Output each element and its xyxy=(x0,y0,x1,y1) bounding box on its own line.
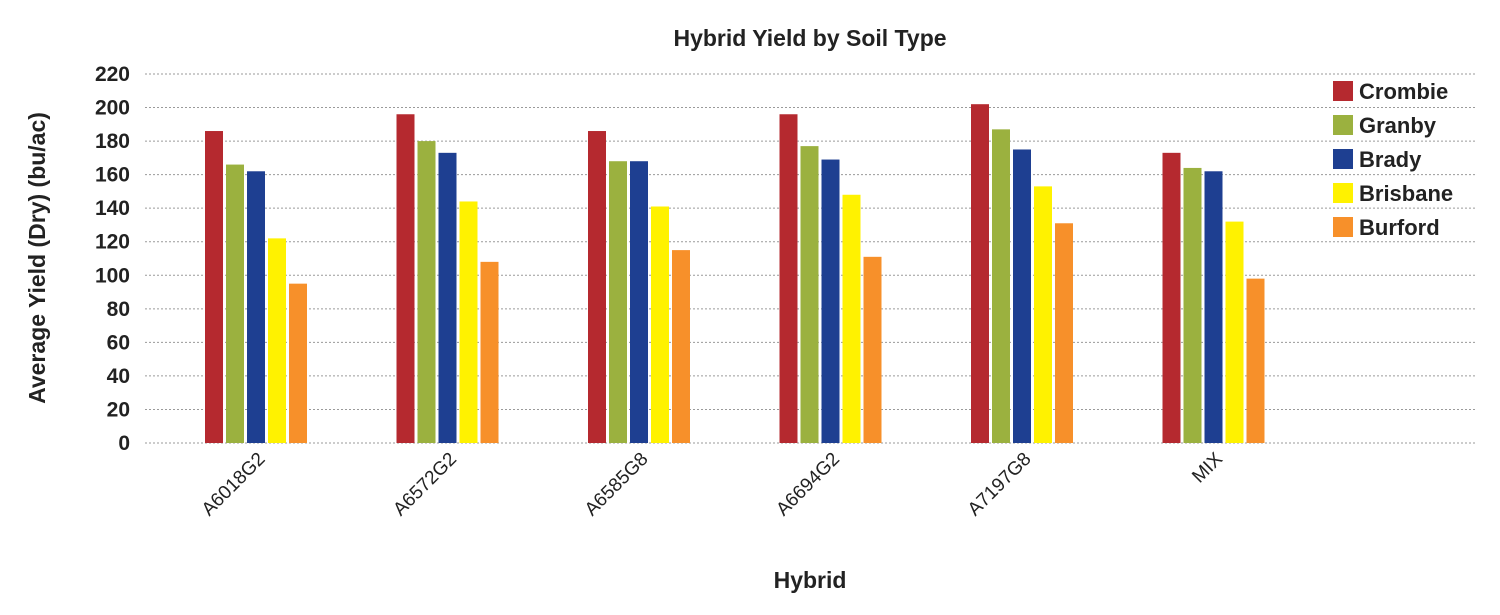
legend-label-crombie: Crombie xyxy=(1359,79,1448,104)
x-tick-label: MIX xyxy=(1188,448,1227,487)
bar-granby-mix xyxy=(1183,167,1202,443)
bar-burford-a6572g2 xyxy=(480,261,499,443)
y-tick-label: 180 xyxy=(95,130,130,153)
bar-granby-a6585g8 xyxy=(609,161,627,443)
x-axis-title: Hybrid xyxy=(774,567,847,593)
bar-burford-mix xyxy=(1246,278,1265,443)
legend-label-burford: Burford xyxy=(1359,215,1440,240)
bar-brisbane-a6572g2 xyxy=(459,201,478,443)
y-tick-label: 0 xyxy=(118,432,130,455)
bar-brady-a6694g2 xyxy=(821,159,840,444)
legend-swatch-granby xyxy=(1333,115,1353,135)
bar-brady-a7197g8 xyxy=(1013,149,1031,443)
y-tick-label: 200 xyxy=(95,97,130,120)
y-tick-label: 40 xyxy=(107,365,130,388)
bar-burford-a6018g2 xyxy=(289,283,307,443)
bar-brisbane-a7197g8 xyxy=(1034,186,1052,444)
legend: Crombie Granby Brady Brisbane Burford xyxy=(1333,79,1453,240)
x-tick-label: A6694G2 xyxy=(772,449,844,521)
x-tick-label: A7197G8 xyxy=(964,449,1036,521)
legend-swatch-burford xyxy=(1333,217,1353,237)
bar-brisbane-a6585g8 xyxy=(651,206,669,443)
y-tick-label: 120 xyxy=(95,231,130,254)
y-tick-label: 140 xyxy=(95,197,130,220)
bar-burford-a7197g8 xyxy=(1055,223,1073,443)
bar-granby-a6694g2 xyxy=(800,146,819,443)
bar-burford-a6585g8 xyxy=(672,250,690,443)
legend-label-brisbane: Brisbane xyxy=(1359,181,1453,206)
bar-crombie-a6572g2 xyxy=(396,114,415,443)
bar-granby-a6572g2 xyxy=(417,141,436,443)
y-tick-label: 220 xyxy=(95,63,130,86)
legend-swatch-brisbane xyxy=(1333,183,1353,203)
bar-brady-a6572g2 xyxy=(438,152,457,443)
bar-granby-a6018g2 xyxy=(226,164,244,443)
chart-title: Hybrid Yield by Soil Type xyxy=(673,25,946,51)
bar-granby-a7197g8 xyxy=(992,129,1010,443)
bar-brisbane-a6694g2 xyxy=(842,194,861,443)
bars xyxy=(205,104,1265,444)
bar-brisbane-mix xyxy=(1225,221,1244,443)
legend-label-brady: Brady xyxy=(1359,147,1422,172)
y-tick-label: 20 xyxy=(107,398,130,421)
bar-crombie-a6018g2 xyxy=(205,131,223,443)
bar-brady-a6018g2 xyxy=(247,171,265,444)
bar-brady-mix xyxy=(1204,171,1223,444)
legend-label-granby: Granby xyxy=(1359,113,1437,138)
bar-brady-a6585g8 xyxy=(630,161,648,443)
bar-brisbane-a6018g2 xyxy=(268,238,286,443)
x-axis-ticks: A6018G2 A6572G2 A6585G8 A6694G2 A7197G8 MIX xyxy=(198,448,1227,520)
bar-crombie-a6694g2 xyxy=(779,114,798,443)
legend-swatch-crombie xyxy=(1333,81,1353,101)
y-tick-label: 160 xyxy=(95,164,130,187)
y-tick-label: 100 xyxy=(95,264,130,287)
y-tick-label: 80 xyxy=(107,298,130,321)
legend-swatch-brady xyxy=(1333,149,1353,169)
y-axis-ticks: 0 20 40 60 80 100 120 140 160 180 200 220 xyxy=(95,63,130,455)
x-tick-label: A6572G2 xyxy=(389,449,461,521)
x-tick-label: A6585G8 xyxy=(581,449,653,521)
x-tick-label: A6018G2 xyxy=(198,449,270,521)
bar-crombie-a7197g8 xyxy=(971,104,989,443)
bar-crombie-mix xyxy=(1162,152,1181,443)
y-tick-label: 60 xyxy=(107,331,130,354)
y-axis-title: Average Yield (Dry) (bu/ac) xyxy=(24,112,50,404)
bar-crombie-a6585g8 xyxy=(588,131,606,443)
bar-burford-a6694g2 xyxy=(863,256,882,443)
